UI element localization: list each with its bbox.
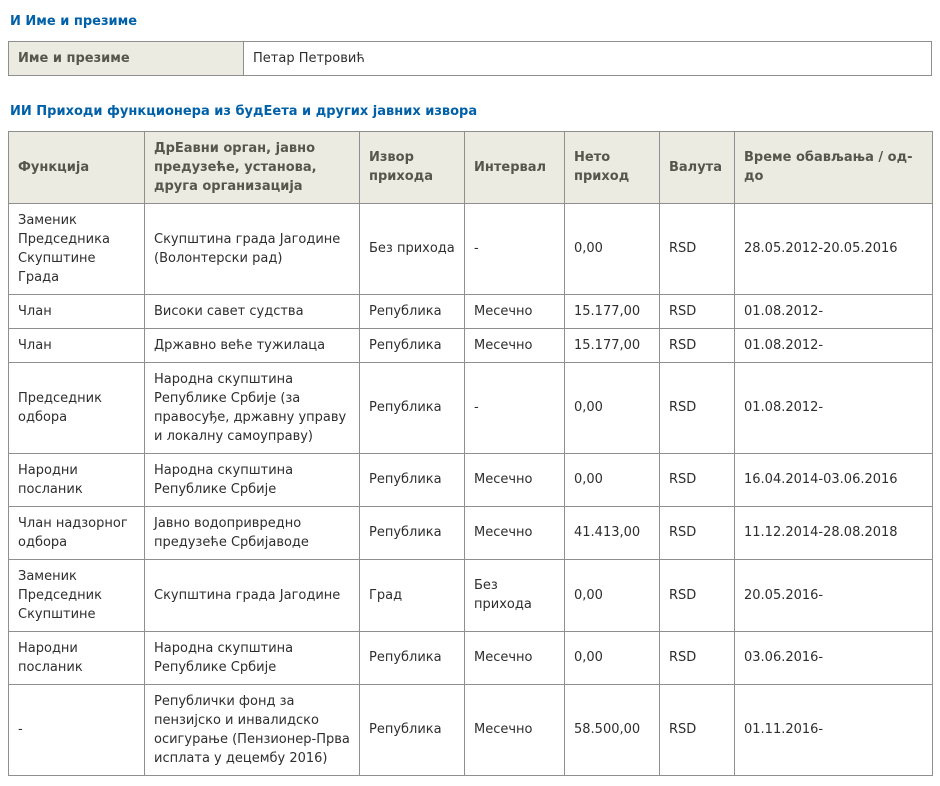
name-row: Име и презиме Петар Петровић [8, 40, 932, 76]
table-cell: Република [359, 683, 465, 776]
table-cell: Република [359, 630, 465, 685]
table-cell: Државно веће тужилаца [144, 327, 360, 363]
income-table: Функција ДрЕавни орган, јавно предузеће,… [8, 130, 933, 776]
table-cell: Члан [8, 293, 145, 329]
table-cell: Заменик Председника Скупштине Града [8, 202, 145, 295]
column-header-time-period: Време обављања / од-до [734, 130, 933, 204]
table-cell: RSD [659, 202, 735, 295]
name-value-cell: Петар Петровић [243, 40, 932, 76]
table-cell: RSD [659, 630, 735, 685]
table-cell: Члан надзорног одбора [8, 505, 145, 560]
table-cell: Без прихода [464, 558, 565, 632]
table-cell: Република [359, 361, 465, 454]
table-row: Члан Државно веће тужилаца Република Месечн… [8, 327, 933, 363]
table-row: Председник одбора Народна скупштина Репуб… [8, 361, 933, 454]
column-header-interval: Интервал [464, 130, 565, 204]
table-cell: 0,00 [564, 452, 660, 507]
table-cell: Република [359, 293, 465, 329]
table-cell: Република [359, 327, 465, 363]
table-cell: 16.04.2014-03.06.2016 [734, 452, 933, 507]
table-row: Заменик Председник Скупштине Скупштина гр… [8, 558, 933, 632]
table-cell: Република [359, 452, 465, 507]
name-label-cell: Име и презиме [8, 40, 244, 76]
table-cell: RSD [659, 452, 735, 507]
table-cell: Скупштина града Јагодине (Волонтерски ра… [144, 202, 360, 295]
column-header-function: Функција [8, 130, 145, 204]
column-header-currency: Валута [659, 130, 735, 204]
column-header-income-source: Извор прихода [359, 130, 465, 204]
table-row: - Републички фонд за пензијско и инвалидс… [8, 683, 933, 776]
table-cell: RSD [659, 558, 735, 632]
table-cell: Народни посланик [8, 630, 145, 685]
table-cell: Народни посланик [8, 452, 145, 507]
table-cell: RSD [659, 683, 735, 776]
table-cell: 15.177,00 [564, 293, 660, 329]
table-cell: 01.11.2016- [734, 683, 933, 776]
table-cell: Месечно [464, 683, 565, 776]
table-cell: RSD [659, 327, 735, 363]
table-cell: Без прихода [359, 202, 465, 295]
table-cell: - [464, 361, 565, 454]
table-cell: 03.06.2016- [734, 630, 933, 685]
table-cell: Високи савет судства [144, 293, 360, 329]
table-row: Народни посланик Народна скупштина Републ… [8, 630, 933, 685]
table-row: Заменик Председника Скупштине Града Скупш… [8, 202, 933, 295]
table-row: Члан Високи савет судства Република Месечно… [8, 293, 933, 329]
income-table-header-row: Функција ДрЕавни орган, јавно предузеће,… [8, 130, 933, 204]
table-cell: 01.08.2012- [734, 361, 933, 454]
table-cell: Члан [8, 327, 145, 363]
table-cell: Месечно [464, 630, 565, 685]
table-cell: Народна скупштина Републике Србије (за п… [144, 361, 360, 454]
table-cell: Град [359, 558, 465, 632]
table-cell: 11.12.2014-28.08.2018 [734, 505, 933, 560]
table-cell: - [464, 202, 565, 295]
table-cell: Републички фонд за пензијско и инвалидск… [144, 683, 360, 776]
table-cell: Народна скупштина Републике Србије [144, 452, 360, 507]
income-section-heading: ИИ Приходи функционера из будЕета и друг… [10, 103, 478, 119]
table-cell: Месечно [464, 505, 565, 560]
table-cell: - [8, 683, 145, 776]
column-header-net-income: Нето приход [564, 130, 660, 204]
name-section-heading: И Име и презиме [10, 14, 138, 29]
table-cell: RSD [659, 505, 735, 560]
table-cell: Месечно [464, 327, 565, 363]
table-cell: Скупштина града Јагодине [144, 558, 360, 632]
table-cell: 01.08.2012- [734, 293, 933, 329]
column-header-organization: ДрЕавни орган, јавно предузеће, установа… [144, 130, 360, 204]
table-cell: 15.177,00 [564, 327, 660, 363]
income-table-body: Заменик Председника Скупштине Града Скупш… [8, 202, 933, 776]
table-cell: Јавно водопривредно предузеће Србијаводе [144, 505, 360, 560]
table-cell: 0,00 [564, 361, 660, 454]
table-cell: 58.500,00 [564, 683, 660, 776]
name-table: Име и презиме Петар Петровић [8, 40, 932, 76]
table-cell: 20.05.2016- [734, 558, 933, 632]
table-cell: Заменик Председник Скупштине [8, 558, 145, 632]
table-cell: Месечно [464, 452, 565, 507]
table-cell: 28.05.2012-20.05.2016 [734, 202, 933, 295]
table-cell: Председник одбора [8, 361, 145, 454]
table-cell: 41.413,00 [564, 505, 660, 560]
table-row: Члан надзорног одбора Јавно водопривредно… [8, 505, 933, 560]
table-cell: Народна скупштина Републике Србије [144, 630, 360, 685]
table-cell: 0,00 [564, 558, 660, 632]
table-cell: 01.08.2012- [734, 327, 933, 363]
table-cell: Месечно [464, 293, 565, 329]
table-cell: RSD [659, 293, 735, 329]
table-cell: 0,00 [564, 202, 660, 295]
table-cell: 0,00 [564, 630, 660, 685]
table-cell: RSD [659, 361, 735, 454]
table-cell: Република [359, 505, 465, 560]
table-row: Народни посланик Народна скупштина Републ… [8, 452, 933, 507]
